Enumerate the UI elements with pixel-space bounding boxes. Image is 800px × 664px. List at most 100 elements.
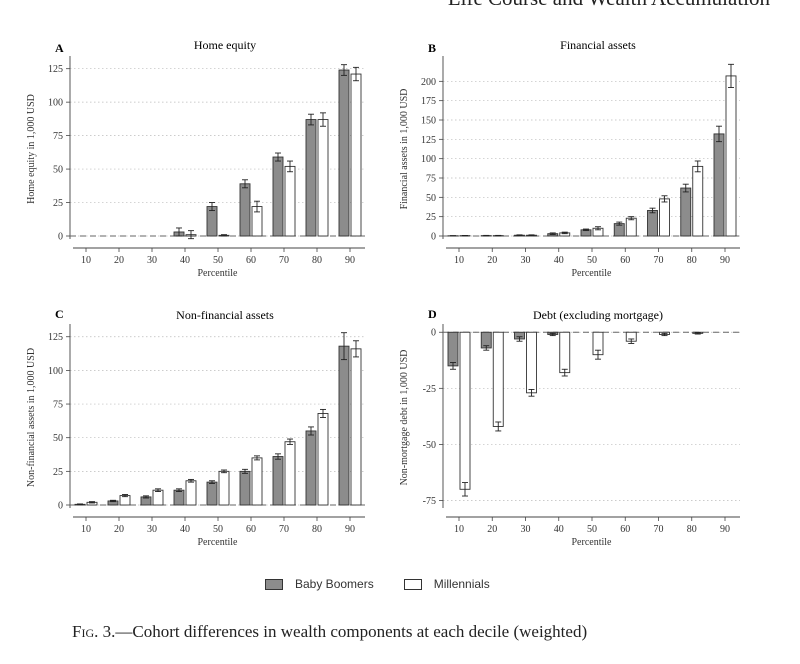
bar-baby-boomers-70 <box>272 456 284 506</box>
legend: Baby Boomers Millennials <box>265 577 520 591</box>
y-tick-label: -50 <box>423 440 436 451</box>
x-tick-label: 60 <box>246 255 256 266</box>
y-axis-label-d: Non-mortgage debt in 1,000 USD <box>399 350 410 486</box>
y-tick-label: 50 <box>53 165 63 176</box>
legend-item-baby-boomers: Baby Boomers <box>265 577 374 591</box>
y-tick-label: 0 <box>431 232 436 243</box>
bar-millennials-30 <box>152 489 164 506</box>
bar-baby-boomers-50 <box>206 481 218 506</box>
bar-baby-boomers-80 <box>305 119 317 237</box>
x-tick-label: 70 <box>654 524 664 535</box>
chart-panel-b: B Financial assets 0 25 50 75 100 125 150 175 200 1… <box>399 38 740 279</box>
bar-baby-boomers-90 <box>713 133 725 237</box>
bar-baby-boomers-80 <box>305 430 317 506</box>
legend-swatch-millennials <box>403 578 422 590</box>
y-tick-label: -25 <box>423 384 436 395</box>
x-axis-label-a: Percentile <box>198 268 239 279</box>
bar-millennials-20 <box>492 331 504 427</box>
bar-baby-boomers-40 <box>173 489 185 506</box>
bar-baby-boomers-80 <box>680 187 692 237</box>
y-tick-label: 50 <box>426 193 436 204</box>
running-head: Life Course and Wealth Accumulation <box>330 0 770 11</box>
y-tick-label: 75 <box>426 174 436 185</box>
x-tick-label: 80 <box>687 255 697 266</box>
legend-label-baby-boomers: Baby Boomers <box>295 577 374 591</box>
x-tick-label: 90 <box>720 255 730 266</box>
y-axis-label-a: Home equity in 1,000 USD <box>26 94 37 204</box>
y-tick-label: 100 <box>421 154 436 165</box>
x-tick-label: 40 <box>180 255 190 266</box>
x-tick-label: 90 <box>720 524 730 535</box>
x-tick-label: 10 <box>81 255 91 266</box>
bar-millennials-90 <box>725 75 737 237</box>
x-tick-label: 60 <box>246 524 256 535</box>
panel-letter-b: B <box>428 41 436 55</box>
chart-panel-a: A Home equity 0 25 50 75 100 125 10 20 30 40 50 60 70 8… <box>26 38 365 279</box>
x-tick-label: 70 <box>654 255 664 266</box>
panel-letter-c: C <box>55 307 64 321</box>
x-tick-label: 50 <box>587 524 597 535</box>
y-tick-label: 75 <box>53 400 63 411</box>
x-tick-label: 70 <box>279 255 289 266</box>
y-tick-label: 25 <box>53 467 63 478</box>
y-tick-label: 100 <box>48 98 63 109</box>
panel-title-a: Home equity <box>194 38 256 52</box>
legend-swatch-baby-boomers <box>265 578 283 590</box>
y-tick-label: 0 <box>58 501 63 512</box>
x-tick-label: 30 <box>521 524 531 535</box>
x-tick-label: 90 <box>345 524 355 535</box>
x-tick-label: 60 <box>620 255 630 266</box>
bar-baby-boomers-70 <box>647 210 658 237</box>
x-tick-label: 50 <box>587 255 597 266</box>
chart-panel-d: D Debt (excluding mortgage) 0 -25 -50 -75 10 20… <box>399 307 740 548</box>
y-tick-label: 175 <box>421 96 436 107</box>
x-tick-label: 20 <box>487 524 497 535</box>
y-axis-label-b: Financial assets in 1,000 USD <box>399 89 410 210</box>
x-tick-label: 70 <box>279 524 289 535</box>
x-tick-label: 10 <box>454 255 464 266</box>
x-tick-label: 90 <box>345 255 355 266</box>
bar-millennials-80 <box>317 119 329 237</box>
panel-letter-d: D <box>428 307 437 321</box>
y-tick-label: 150 <box>421 116 436 127</box>
bar-millennials-90 <box>350 348 362 506</box>
bar-millennials-70 <box>659 198 670 237</box>
x-axis-label-c: Percentile <box>198 537 239 548</box>
caption-text: —Cohort differences in wealth components… <box>115 622 588 641</box>
legend-item-millennials: Millennials <box>403 577 490 591</box>
x-tick-label: 50 <box>213 255 223 266</box>
x-tick-label: 80 <box>687 524 697 535</box>
bar-millennials-60 <box>625 217 637 237</box>
x-tick-label: 20 <box>114 524 124 535</box>
panel-letter-a: A <box>55 41 64 55</box>
panel-title-d: Debt (excluding mortgage) <box>533 308 663 322</box>
x-tick-label: 10 <box>81 524 91 535</box>
bar-baby-boomers-90 <box>338 69 350 237</box>
bar-millennials-30 <box>526 331 537 394</box>
bar-millennials-10 <box>459 331 471 490</box>
legend-label-millennials: Millennials <box>433 577 490 591</box>
x-axis-label-b: Percentile <box>572 268 613 279</box>
bar-millennials-50 <box>218 470 230 506</box>
y-tick-label: -75 <box>423 496 436 507</box>
x-tick-label: 80 <box>312 255 322 266</box>
y-tick-label: 125 <box>421 135 436 146</box>
y-tick-label: 0 <box>431 328 436 339</box>
caption-label: Fig. 3. <box>72 622 116 641</box>
x-tick-label: 60 <box>620 524 630 535</box>
x-tick-label: 10 <box>454 524 464 535</box>
x-tick-label: 50 <box>213 524 223 535</box>
y-tick-label: 125 <box>48 332 63 343</box>
x-tick-label: 40 <box>180 524 190 535</box>
x-tick-label: 30 <box>147 255 157 266</box>
bar-baby-boomers-90 <box>338 345 350 506</box>
bar-millennials-40 <box>559 331 571 374</box>
y-tick-label: 25 <box>53 198 63 209</box>
y-tick-label: 25 <box>426 212 436 223</box>
y-tick-label: 0 <box>58 232 63 243</box>
x-tick-label: 20 <box>114 255 124 266</box>
bar-baby-boomers-10 <box>447 331 459 367</box>
bar-millennials-80 <box>317 413 329 506</box>
y-axis-label-c: Non-financial assets in 1,000 USD <box>26 348 37 487</box>
